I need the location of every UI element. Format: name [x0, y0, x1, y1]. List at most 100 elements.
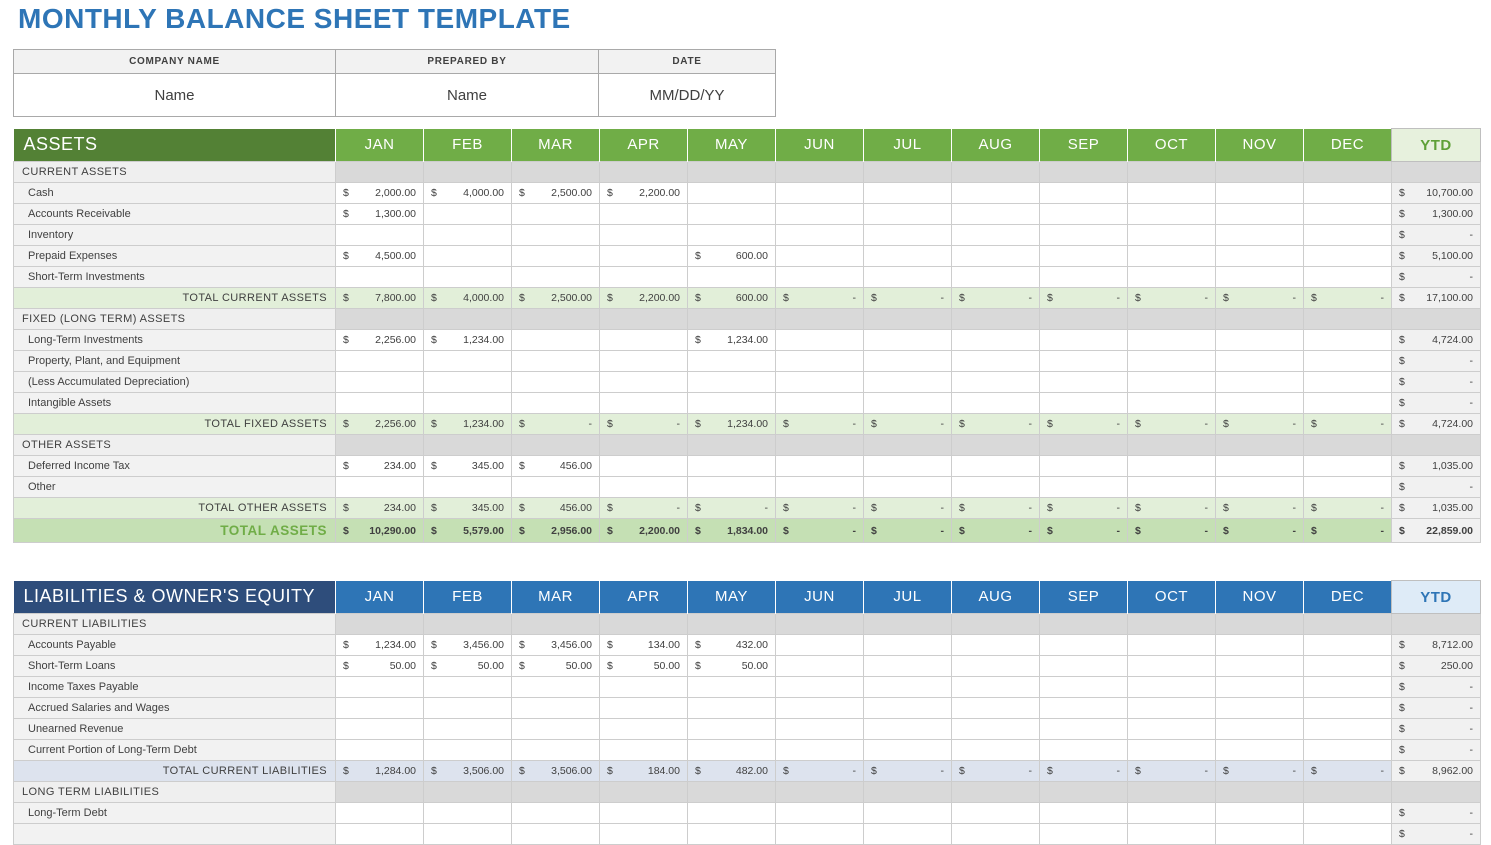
month-cell[interactable]: [1303, 245, 1392, 267]
month-cell[interactable]: [1127, 329, 1216, 351]
month-cell[interactable]: [511, 802, 600, 824]
month-cell[interactable]: [1127, 203, 1216, 225]
month-cell[interactable]: [1215, 676, 1304, 698]
month-cell[interactable]: [423, 371, 512, 393]
month-cell[interactable]: [1303, 203, 1392, 225]
month-cell[interactable]: [599, 823, 688, 845]
ytd-cell[interactable]: $ -: [1391, 802, 1481, 824]
month-cell[interactable]: [1039, 634, 1128, 656]
ytd-cell[interactable]: $ -: [1391, 371, 1481, 393]
ytd-cell[interactable]: $ -: [1391, 476, 1481, 498]
month-cell[interactable]: [1039, 329, 1128, 351]
month-cell[interactable]: [511, 329, 600, 351]
month-cell[interactable]: [335, 371, 424, 393]
month-cell[interactable]: [423, 697, 512, 719]
month-cell[interactable]: [687, 676, 776, 698]
month-cell[interactable]: [1215, 371, 1304, 393]
month-cell[interactable]: [775, 718, 864, 740]
ytd-cell[interactable]: $ -: [1391, 392, 1481, 414]
month-cell[interactable]: [335, 739, 424, 761]
month-cell[interactable]: [599, 350, 688, 372]
ytd-cell[interactable]: $10,700.00: [1391, 182, 1481, 204]
month-cell[interactable]: [1039, 676, 1128, 698]
month-cell[interactable]: [335, 823, 424, 845]
month-cell[interactable]: [1127, 392, 1216, 414]
month-cell[interactable]: [1303, 697, 1392, 719]
month-cell[interactable]: [1215, 266, 1304, 288]
month-cell[interactable]: [863, 182, 952, 204]
month-cell[interactable]: $432.00: [687, 634, 776, 656]
month-cell[interactable]: [599, 739, 688, 761]
ytd-cell[interactable]: $ -: [1391, 350, 1481, 372]
month-cell[interactable]: [1039, 739, 1128, 761]
month-cell[interactable]: [1127, 655, 1216, 677]
month-cell[interactable]: [423, 266, 512, 288]
month-cell[interactable]: [335, 224, 424, 246]
month-cell[interactable]: [335, 350, 424, 372]
month-cell[interactable]: [863, 823, 952, 845]
month-cell[interactable]: [775, 392, 864, 414]
month-cell[interactable]: [511, 476, 600, 498]
month-cell[interactable]: [863, 203, 952, 225]
month-cell[interactable]: [687, 823, 776, 845]
month-cell[interactable]: [1039, 245, 1128, 267]
month-cell[interactable]: [863, 802, 952, 824]
month-cell[interactable]: [1303, 329, 1392, 351]
month-cell[interactable]: [1303, 350, 1392, 372]
month-cell[interactable]: [1215, 634, 1304, 656]
ytd-cell[interactable]: $ -: [1391, 676, 1481, 698]
month-cell[interactable]: [423, 392, 512, 414]
month-cell[interactable]: [775, 203, 864, 225]
month-cell[interactable]: [1039, 718, 1128, 740]
date-field[interactable]: MM/DD/YY: [598, 73, 776, 117]
month-cell[interactable]: [951, 823, 1040, 845]
ytd-cell[interactable]: $ -: [1391, 224, 1481, 246]
month-cell[interactable]: [599, 266, 688, 288]
month-cell[interactable]: [1127, 350, 1216, 372]
month-cell[interactable]: [951, 655, 1040, 677]
ytd-cell[interactable]: $4,724.00: [1391, 329, 1481, 351]
month-cell[interactable]: [511, 245, 600, 267]
month-cell[interactable]: [1215, 350, 1304, 372]
month-cell[interactable]: [687, 266, 776, 288]
month-cell[interactable]: $2,500.00: [511, 182, 600, 204]
month-cell[interactable]: [1303, 455, 1392, 477]
month-cell[interactable]: [511, 676, 600, 698]
month-cell[interactable]: $4,500.00: [335, 245, 424, 267]
month-cell[interactable]: [863, 392, 952, 414]
month-cell[interactable]: [1215, 739, 1304, 761]
month-cell[interactable]: [1127, 182, 1216, 204]
month-cell[interactable]: $3,456.00: [511, 634, 600, 656]
month-cell[interactable]: [951, 371, 1040, 393]
month-cell[interactable]: [687, 392, 776, 414]
month-cell[interactable]: [511, 718, 600, 740]
month-cell[interactable]: [775, 802, 864, 824]
month-cell[interactable]: [1039, 697, 1128, 719]
ytd-cell[interactable]: $ -: [1391, 823, 1481, 845]
month-cell[interactable]: [775, 455, 864, 477]
month-cell[interactable]: [1127, 697, 1216, 719]
month-cell[interactable]: [599, 802, 688, 824]
month-cell[interactable]: [775, 182, 864, 204]
month-cell[interactable]: [687, 182, 776, 204]
month-cell[interactable]: [1303, 224, 1392, 246]
month-cell[interactable]: [423, 823, 512, 845]
month-cell[interactable]: [423, 739, 512, 761]
month-cell[interactable]: [775, 266, 864, 288]
month-cell[interactable]: [1127, 802, 1216, 824]
month-cell[interactable]: [1039, 266, 1128, 288]
month-cell[interactable]: [1215, 455, 1304, 477]
month-cell[interactable]: [951, 739, 1040, 761]
month-cell[interactable]: [599, 371, 688, 393]
ytd-cell[interactable]: $1,035.00: [1391, 455, 1481, 477]
month-cell[interactable]: [1303, 266, 1392, 288]
ytd-cell[interactable]: $8,712.00: [1391, 634, 1481, 656]
month-cell[interactable]: [511, 266, 600, 288]
month-cell[interactable]: $234.00: [335, 455, 424, 477]
month-cell[interactable]: [951, 203, 1040, 225]
month-cell[interactable]: [775, 329, 864, 351]
month-cell[interactable]: [863, 655, 952, 677]
month-cell[interactable]: $1,234.00: [687, 329, 776, 351]
month-cell[interactable]: [423, 718, 512, 740]
month-cell[interactable]: [775, 224, 864, 246]
